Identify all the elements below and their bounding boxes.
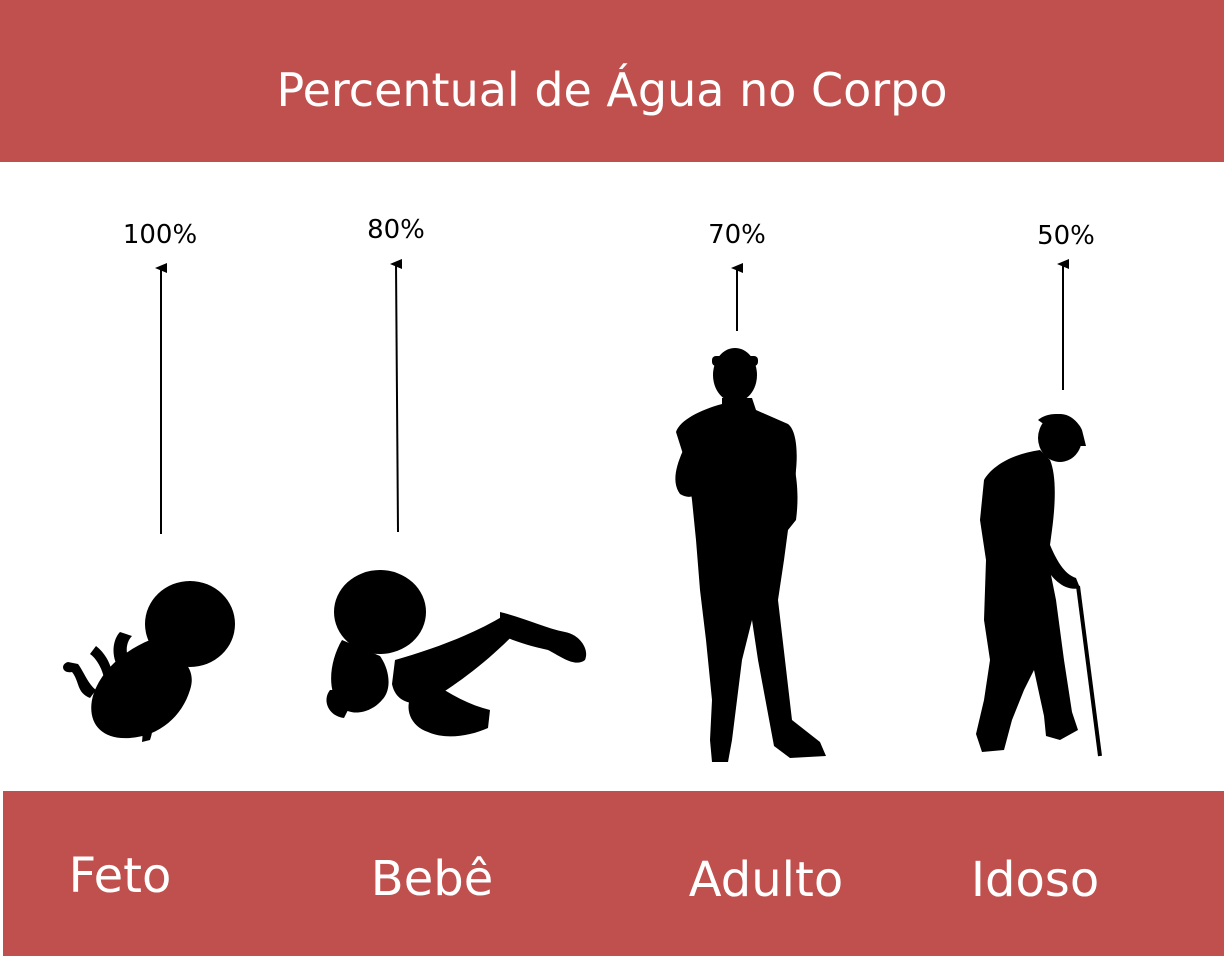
baby-silhouette-icon <box>326 570 587 737</box>
diagram-title: Percentual de Água no Corpo <box>276 63 948 117</box>
stage-label-bebe: Bebê <box>370 851 494 907</box>
title-banner <box>0 0 1224 162</box>
percent-label-idoso: 50% <box>1037 221 1095 251</box>
stage-labels-banner <box>3 791 1224 956</box>
percent-label-adulto: 70% <box>708 220 766 250</box>
percent-label-bebe: 80% <box>367 215 425 245</box>
stage-label-idoso: Idoso <box>970 852 1100 908</box>
adult-silhouette-icon <box>675 348 826 762</box>
elderly-silhouette-icon <box>976 414 1102 757</box>
stage-label-adulto: Adulto <box>688 852 844 908</box>
arrow-bebe <box>390 258 403 533</box>
stage-label-feto: Feto <box>68 848 172 904</box>
percent-label-feto: 100% <box>122 220 198 250</box>
fetus-silhouette-icon <box>63 581 235 742</box>
